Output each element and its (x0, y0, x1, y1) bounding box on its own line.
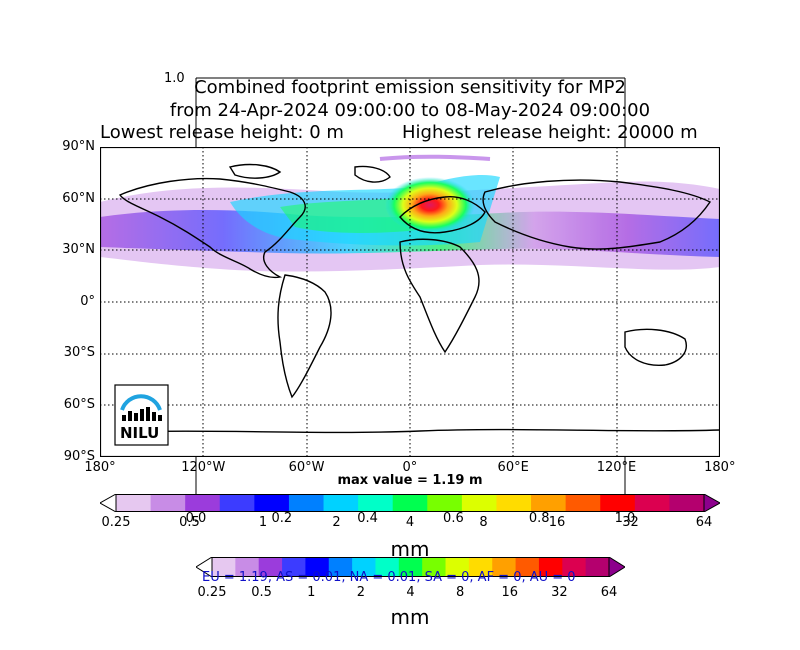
colorbar-segment (468, 557, 493, 577)
lat-label: 60°N (62, 190, 95, 206)
colorbar-segment (323, 494, 359, 512)
colorbar-segment (634, 494, 671, 512)
title-line-3-lowest: Lowest release height: 0 m (100, 122, 344, 143)
colorbar-tick-label: 16 (501, 585, 519, 600)
colorbar-segment (375, 557, 400, 577)
lon-label: 60°W (288, 460, 325, 475)
main-colorbar (100, 494, 720, 512)
colorbar-segment (531, 494, 567, 512)
lat-label: 60°S (63, 397, 95, 412)
colorbar-tick-label: 8 (479, 515, 488, 530)
colorbar-tick-label: 16 (548, 515, 566, 530)
colorbar-segment (538, 557, 563, 577)
colorbar-extend-high (703, 494, 720, 512)
colorbar-tick-label: 64 (695, 515, 713, 530)
lon-label: 120°W (181, 460, 226, 475)
colorbar-segment (515, 557, 540, 577)
colorbar-segment (185, 494, 221, 512)
coastlines (118, 163, 720, 434)
colorbar-segment (669, 494, 705, 512)
colorbar-segment (235, 557, 260, 577)
colorbar-segment (358, 494, 394, 512)
colorbar-segment (288, 494, 325, 512)
secondary-colorbar-unit: mm (390, 605, 430, 629)
colorbar-tick-label: 64 (600, 585, 618, 600)
lon-label: 120°E (596, 460, 637, 475)
inset-axis-tick: 1.0 (614, 511, 636, 526)
colorbar-tick-label: 0.5 (179, 515, 200, 530)
inset-axis-tick: 0.0 (185, 511, 207, 526)
colorbar-tick-label: 0.25 (197, 585, 227, 600)
title-line-2: from 24-Apr-2024 09:00:00 to 08-May-2024… (169, 100, 651, 121)
colorbar-segment (600, 494, 636, 512)
colorbar-segment (565, 494, 601, 512)
colorbar-segment (352, 557, 377, 577)
inset-axis-top-label: 1.0 (164, 71, 185, 86)
title-line-1: Combined footprint emission sensitivity … (194, 77, 626, 98)
colorbar-tick-label: 0.25 (101, 515, 131, 530)
colorbar-segment (427, 494, 463, 512)
colorbar-segment (305, 557, 330, 577)
sensitivity-field (100, 154, 720, 272)
colorbar-segment (150, 494, 186, 512)
lon-label: 0° (402, 460, 418, 475)
colorbar-segment (492, 557, 517, 577)
colorbar-tick-label: 2 (356, 585, 366, 600)
lat-label: 90°N (62, 139, 95, 154)
colorbar-segment (585, 557, 610, 577)
title-line-3-highest: Highest release height: 20000 m (402, 122, 698, 143)
colorbar-tick-label: 4 (405, 515, 415, 530)
colorbar-tick-label: 32 (551, 585, 568, 600)
colorbar-segment (445, 557, 470, 577)
colorbar-segment (328, 557, 353, 577)
lat-label: 30°S (63, 345, 95, 361)
lat-label: 30°N (62, 242, 95, 258)
graticule (100, 147, 720, 457)
colorbar-segment (461, 494, 498, 512)
lat-label: 0° (80, 293, 95, 309)
colorbar-tick-label: 32 (622, 515, 639, 530)
colorbar-segment (562, 557, 587, 577)
secondary-colorbar (196, 557, 625, 577)
colorbar-tick-label: 4 (406, 585, 415, 600)
colorbar-segment (116, 494, 152, 512)
colorbar-segment (219, 494, 255, 512)
inset-axis-tick: 0.2 (271, 511, 293, 526)
inset-axis-tick: 0.4 (357, 511, 378, 526)
colorbar-segment (422, 557, 447, 577)
colorbar-extend-low (100, 494, 117, 512)
inset-axis-tick: 0.6 (443, 511, 464, 526)
lon-label: 180° (84, 460, 116, 475)
colorbar-extend-high (608, 557, 625, 577)
colorbar-segment (496, 494, 532, 512)
colorbar-tick-label: 0.5 (251, 585, 272, 600)
colorbar-segment (212, 557, 236, 577)
inset-axis-tick: 0.8 (528, 511, 550, 526)
colorbar-tick-label: 2 (332, 515, 341, 530)
colorbar-tick-label: 8 (455, 585, 465, 600)
nilu-logo (114, 384, 169, 446)
max-value-label: max value = 1.19 m (337, 473, 483, 488)
colorbar-segment (254, 494, 290, 512)
region-values-text: EU = 1.19, AS = 0.01, NA = 0.01, SA = 0,… (202, 570, 576, 585)
colorbar-tick-label: 1 (258, 515, 268, 530)
map-panel (100, 147, 720, 457)
colorbar-segment (398, 557, 423, 577)
colorbar-segment (392, 494, 428, 512)
colorbar-segment (258, 557, 283, 577)
lon-label: 180° (704, 460, 736, 475)
lon-label: 60°E (497, 460, 529, 475)
colorbar-tick-label: 1 (307, 585, 316, 600)
nilu-logo-text: NILU (120, 424, 160, 442)
colorbar-segment (282, 557, 307, 577)
lat-label: 90°S (63, 448, 95, 464)
